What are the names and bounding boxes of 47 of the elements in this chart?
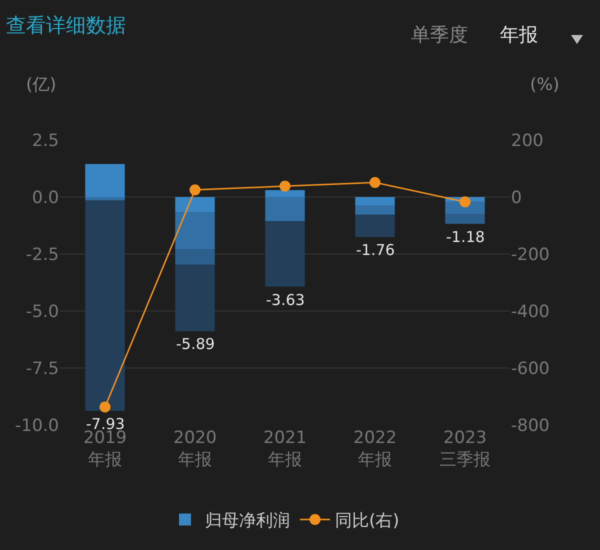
chart-title: 查看详细数据 [6,12,126,37]
bar [355,214,395,238]
bar [85,197,125,200]
legend-label: 归母净利润 [205,511,290,532]
y2-axis-title: (%) [530,75,560,95]
total-label: -1.18 [446,228,485,246]
bar [355,197,395,206]
x-tick-label: 2020 年报 [173,428,217,470]
x-tick-label: 2022 年报 [353,428,397,470]
bar [175,248,215,264]
bar [175,197,215,212]
bar [85,164,125,197]
y2-tick-label: 200 [511,130,544,151]
total-label: -3.63 [266,291,305,309]
y-tick-label: -2.5 [26,244,59,265]
y2-tick-label: -800 [511,416,550,436]
y-tick-label: -5.0 [26,302,59,322]
point [100,402,110,413]
y-axis-title: (亿) [26,75,56,95]
text: 单季度 [411,24,468,46]
bar [265,190,305,197]
bar [265,220,305,287]
y2-tick-label: 0 [511,188,522,208]
bar [265,197,305,221]
point [370,176,380,188]
bar [175,212,215,249]
legend-label: 同比(右) [335,511,400,532]
y-tick-label: -10.0 [15,416,59,436]
y2-tick-label: -400 [511,302,550,322]
point [190,184,200,196]
text: 年报 [500,24,538,46]
point [280,180,290,192]
y2-tick-label: -600 [511,358,550,379]
y2-tick-label: -200 [511,244,550,265]
bar [355,206,395,215]
total-label: -1.76 [356,241,395,259]
x-tick-label: 2021 年报 [263,428,307,470]
y-tick-label: 2.5 [32,130,59,151]
x-tick-label: 2023 三季报 [440,428,490,470]
bar [175,264,215,332]
y-tick-label: 0.0 [32,188,59,208]
total-label: -5.89 [176,335,215,353]
bar [445,214,485,224]
y-tick-label: -7.5 [26,358,59,379]
bar [85,200,125,411]
point [460,196,470,208]
x-tick-label: 2019 年报 [83,428,127,470]
